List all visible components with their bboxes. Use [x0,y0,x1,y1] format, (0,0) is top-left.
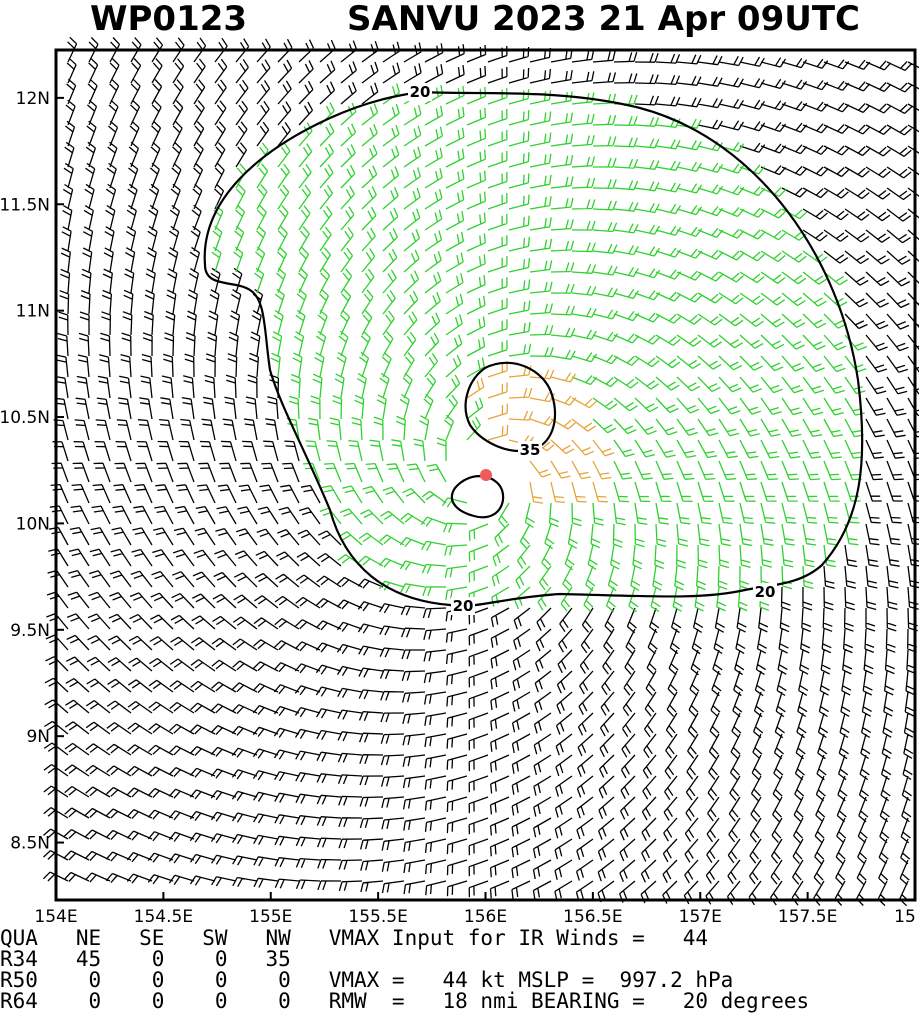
lat-tick-label: 8.5N [10,834,50,854]
lat-tick-label: 10N [16,514,50,534]
lat-tick-label: 11N [16,302,50,322]
lat-tick-label: 12N [16,89,50,109]
footer-line: R64 0 0 0 0 RMW = 18 nmi BEARING = 20 de… [0,989,809,1013]
contour-inner [450,475,505,519]
lat-tick-label: 9N [26,727,50,747]
lon-tick-label: 155E [249,907,292,927]
lon-tick-label: 156E [464,907,507,927]
lat-tick-label: 11.5N [0,195,50,215]
lon-tick-label: 157.5E [778,907,837,927]
contour-35 [464,361,557,453]
footer-line: QUA NE SE SW NW VMAX Input for IR Winds … [0,926,708,950]
contour-label-bg [408,83,432,101]
barb-group [211,83,868,613]
lon-tick-label: 155.5E [348,907,407,927]
title-left: WP0123 [90,0,247,39]
contour-label-bg [451,597,475,615]
contour-label: 35 [520,441,541,459]
contour-label-bg [753,583,777,601]
contour-label-bg [518,441,542,459]
lon-tick-label: 154.5E [134,907,193,927]
contour-label: 20 [755,583,776,601]
lon-tick-label: 15 [894,907,916,927]
contour-label: 20 [410,83,431,101]
title-right: SANVU 2023 21 Apr 09UTC [347,0,860,39]
lon-tick-label: 156.5E [563,907,622,927]
lon-tick-label: 157E [679,907,722,927]
footer-line: R50 0 0 0 0 VMAX = 44 kt MSLP = 997.2 hP… [0,968,733,992]
lat-tick-label: 10.5N [0,408,50,428]
lat-tick-label: 9.5N [10,621,50,641]
barb-group [42,36,919,907]
storm-center [480,469,492,481]
footer-line: R34 45 0 0 35 [0,947,291,971]
lon-tick-label: 154E [34,907,77,927]
contour-label: 20 [453,597,474,615]
